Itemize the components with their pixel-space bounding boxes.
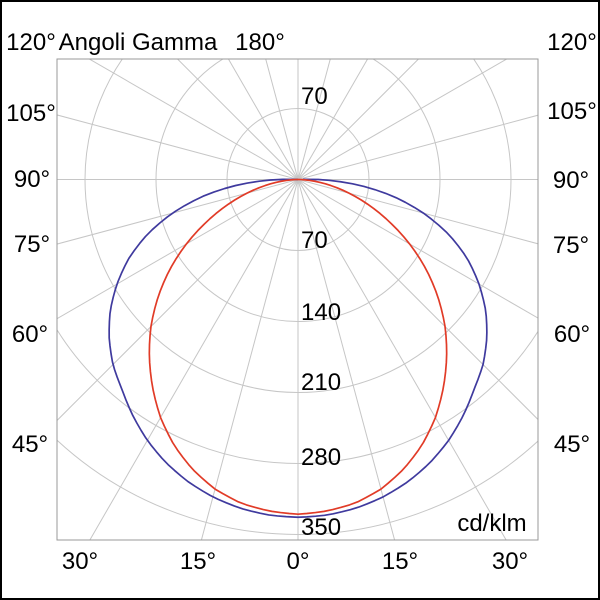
gamma-label-left-60: 60° — [11, 321, 49, 348]
gamma-label-bottom-left-30: 30° — [61, 548, 99, 575]
ring-value-70-top: 70 — [301, 83, 328, 110]
chart-title: Angoli Gamma — [58, 29, 218, 56]
gamma-label-right-45: 45° — [553, 431, 591, 458]
gamma-label-left-105: 105° — [6, 100, 56, 127]
ring-value-210: 210 — [301, 369, 342, 396]
ring-value-70-bottom: 70 — [301, 227, 328, 254]
gamma-label-bottom-left-15: 15° — [179, 548, 217, 575]
gamma-label-bottom-0: 0° — [286, 548, 310, 575]
red-intensity-curve — [148, 178, 448, 516]
gamma-label-left-75: 75° — [13, 231, 51, 258]
gamma-label-bottom-right-30: 30° — [491, 548, 529, 575]
gamma-label-right-90: 90° — [552, 167, 590, 194]
gamma-label-top-180: 180° — [235, 29, 285, 56]
gamma-label-right-75: 75° — [552, 232, 590, 259]
ring-value-280: 280 — [301, 444, 342, 471]
blue-intensity-curve — [108, 178, 488, 519]
gamma-label-bottom-right-15: 15° — [381, 548, 419, 575]
gamma-label-top-left-120: 120° — [6, 29, 56, 56]
gamma-label-right-105: 105° — [547, 98, 597, 125]
gamma-label-left-90: 90° — [13, 166, 51, 193]
gamma-label-top-right-120: 120° — [547, 29, 597, 56]
unit-label-cd-klm: cd/klm — [457, 510, 527, 537]
ring-value-140: 140 — [301, 299, 342, 326]
gamma-label-left-45: 45° — [11, 431, 49, 458]
ring-value-350: 350 — [301, 514, 342, 541]
gamma-label-right-60: 60° — [553, 321, 591, 348]
